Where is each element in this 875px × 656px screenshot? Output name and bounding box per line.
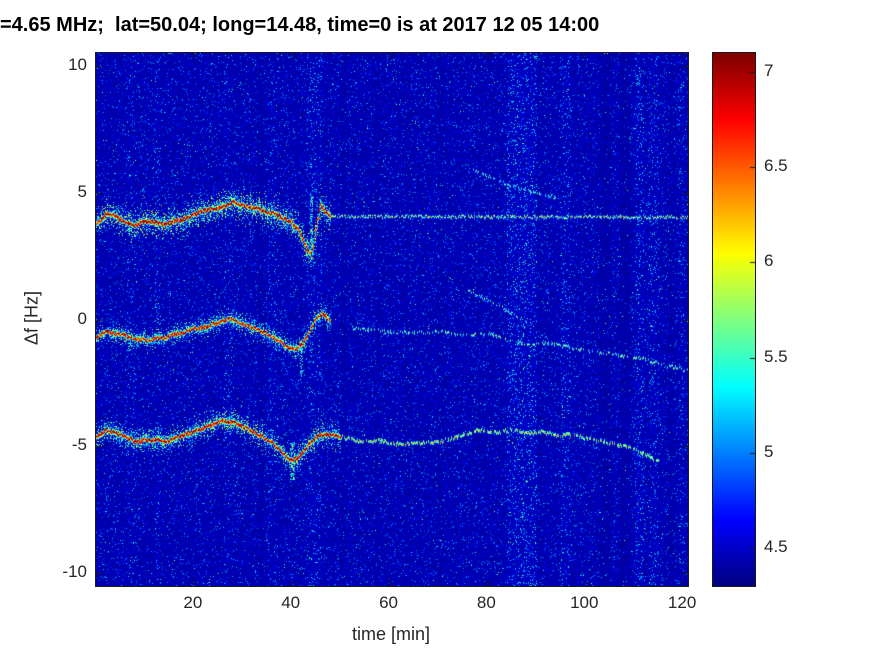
colorbar-tick-label: 7 <box>764 61 773 81</box>
x-tick-label: 20 <box>163 593 223 613</box>
colorbar-tick-label: 6 <box>764 251 773 271</box>
y-tick-label: -5 <box>31 435 87 455</box>
x-tick-label: 120 <box>652 593 712 613</box>
x-tick-label: 80 <box>456 593 516 613</box>
y-tick-label: 5 <box>31 182 87 202</box>
colorbar-tick-label: 5 <box>764 442 773 462</box>
x-tick-label: 60 <box>359 593 419 613</box>
plot-area <box>95 52 689 587</box>
colorbar-tick-label: 4.5 <box>764 537 788 557</box>
colorbar-tick-label: 5.5 <box>764 347 788 367</box>
colorbar <box>712 52 756 587</box>
spectrogram-canvas <box>96 53 688 586</box>
y-tick-label: 0 <box>31 309 87 329</box>
chart-title: =4.65 MHz; lat=50.04; long=14.48, time=0… <box>0 14 599 37</box>
y-tick-label: -10 <box>31 562 87 582</box>
x-tick-label: 100 <box>554 593 614 613</box>
x-tick-label: 40 <box>261 593 321 613</box>
figure: =4.65 MHz; lat=50.04; long=14.48, time=0… <box>0 0 875 656</box>
x-axis-label: time [min] <box>95 624 687 645</box>
y-tick-label: 10 <box>31 55 87 75</box>
colorbar-tick-label: 6.5 <box>764 156 788 176</box>
